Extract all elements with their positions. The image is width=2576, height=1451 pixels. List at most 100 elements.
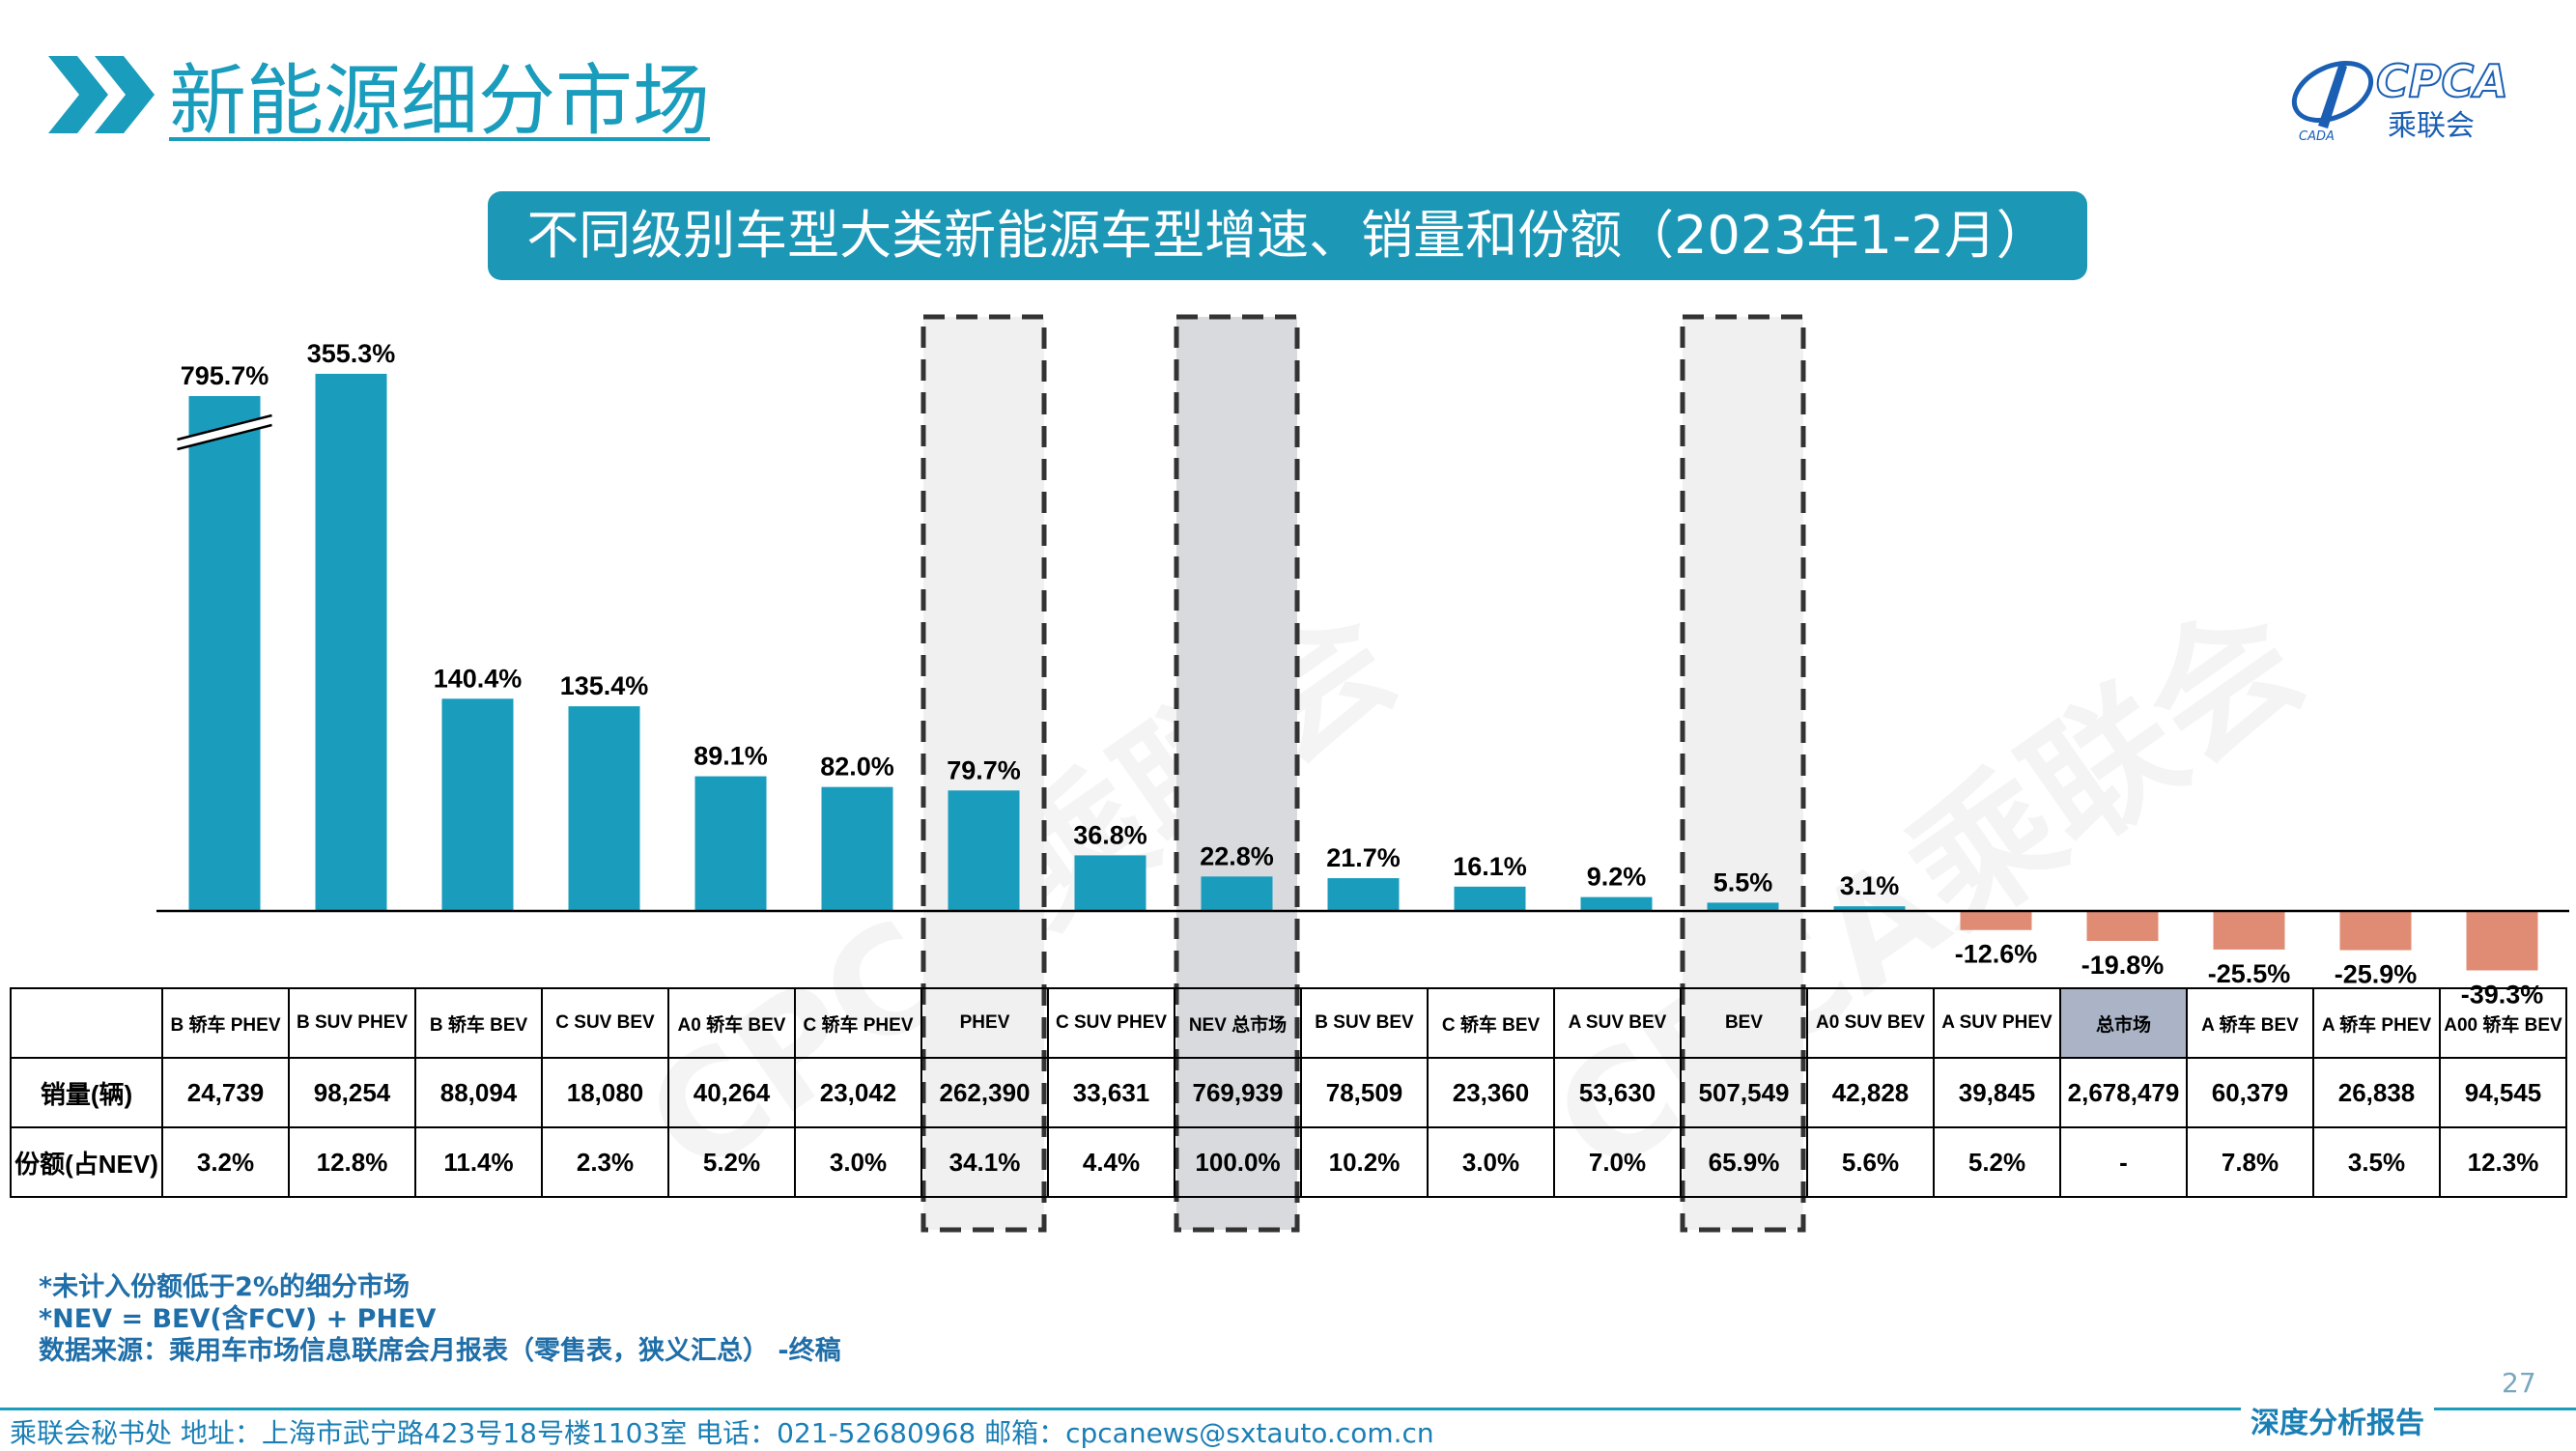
bar [568, 706, 640, 911]
table-cell: 5.2% [1933, 1126, 2061, 1198]
table-cell: 2,678,479 [2059, 1057, 2188, 1128]
table-cell: 5.6% [1806, 1126, 1935, 1198]
bar [1454, 886, 1526, 911]
bar [2213, 911, 2285, 950]
bar [1327, 878, 1400, 911]
chart-title-banner: 不同级别车型大类新能源车型增速、销量和份额（2023年1-2月） [488, 191, 2087, 280]
footer-divider [0, 1408, 2576, 1410]
table-cell: 23,360 [1427, 1057, 1555, 1128]
category-label: BEV [1680, 987, 1808, 1059]
table-cell: 507,549 [1680, 1057, 1808, 1128]
table-cell: 33,631 [1047, 1057, 1175, 1128]
table-cell: 40,264 [667, 1057, 796, 1128]
data-label: 355.3% [307, 339, 396, 368]
table-cell: 12.8% [288, 1126, 416, 1198]
bar [315, 373, 387, 911]
data-label: 795.7% [181, 361, 269, 390]
table-cell: 100.0% [1174, 1126, 1302, 1198]
category-label: C 轿车 BEV [1427, 987, 1555, 1059]
bar [1707, 902, 1779, 911]
category-label: A0 SUV BEV [1806, 987, 1935, 1059]
table-cell: 262,390 [920, 1057, 1049, 1128]
cpca-logo: CADA CPCA 乘联会 [2279, 53, 2531, 145]
data-label: 21.7% [1326, 843, 1401, 872]
table-cell: 5.2% [667, 1126, 796, 1198]
note-share-threshold: *未计入份额低于2%的细分市场 [39, 1272, 410, 1302]
table-cell: 4.4% [1047, 1126, 1175, 1198]
bar [1580, 896, 1653, 911]
bar [441, 698, 514, 911]
table-cell: 769,939 [1174, 1057, 1302, 1128]
table-cell: 98,254 [288, 1057, 416, 1128]
page-number: 27 [2502, 1367, 2536, 1399]
note-nev-definition: *NEV = BEV(含FCV) + PHEV [39, 1304, 437, 1334]
row-label: 份额(占NEV) [10, 1126, 163, 1198]
table-corner-cell [10, 987, 163, 1059]
category-label: C 轿车 PHEV [794, 987, 922, 1059]
category-label: B 轿车 PHEV [161, 987, 290, 1059]
sales-share-table: B 轿车 PHEV B SUV PHEV B 轿车 BEV C SUV BEV A0 轿… [10, 987, 2567, 1198]
table-row: 份额(占NEV) 3.2% 12.8% 11.4% 2.3% 5.2% 3.0% 34.1% 4… [10, 1126, 2567, 1198]
category-label: A SUV PHEV [1933, 987, 2061, 1059]
category-label: 总市场 [2059, 987, 2188, 1059]
data-label: -19.8% [2081, 951, 2165, 980]
table-row: B 轿车 PHEV B SUV PHEV B 轿车 BEV C SUV BEV A0 轿… [10, 987, 2567, 1059]
table-cell: 88,094 [414, 1057, 543, 1128]
table-cell: 7.8% [2186, 1126, 2314, 1198]
data-label: 140.4% [434, 664, 523, 693]
table-cell: 60,379 [2186, 1057, 2314, 1128]
category-label: B 轿车 BEV [414, 987, 543, 1059]
data-label: -25.5% [2208, 959, 2291, 988]
axis-break-line [177, 423, 272, 451]
table-row: 销量(辆) 24,739 98,254 88,094 18,080 40,264 23,04… [10, 1057, 2567, 1128]
bar [1074, 855, 1146, 911]
table-cell: 23,042 [794, 1057, 922, 1128]
bar [2086, 911, 2159, 941]
axis-break-line [177, 413, 272, 441]
svg-text:CPCA: CPCA [2376, 55, 2508, 107]
data-label: 79.7% [947, 755, 1021, 784]
data-label: 89.1% [694, 742, 768, 771]
data-label: 22.8% [1200, 841, 1274, 870]
row-label: 销量(辆) [10, 1057, 163, 1128]
category-label: PHEV [920, 987, 1049, 1059]
svg-text:乘联会: 乘联会 [2388, 109, 2475, 143]
category-label: A0 轿车 BEV [667, 987, 796, 1059]
table-cell: 3.2% [161, 1126, 290, 1198]
category-label: B SUV BEV [1300, 987, 1429, 1059]
bar [1833, 906, 1906, 911]
table-cell: 42,828 [1806, 1057, 1935, 1128]
bar [2466, 911, 2538, 971]
bar [2339, 911, 2412, 951]
data-label: 135.4% [560, 671, 649, 700]
category-label: A SUV BEV [1553, 987, 1682, 1059]
note-data-source: 数据来源：乘用车市场信息联席会月报表（零售表，狭义汇总） -终稿 [39, 1336, 841, 1366]
data-label: 9.2% [1587, 863, 1647, 892]
bar [1201, 876, 1273, 911]
svg-text:CADA: CADA [2299, 129, 2335, 144]
table-cell: 3.0% [1427, 1126, 1555, 1198]
bar [694, 776, 767, 911]
report-tag: 深度分析报告 [2241, 1399, 2434, 1441]
table-cell: 24,739 [161, 1057, 290, 1128]
table-cell: 11.4% [414, 1126, 543, 1198]
category-label: B SUV PHEV [288, 987, 416, 1059]
table-cell: 94,545 [2439, 1057, 2567, 1128]
table-cell: 34.1% [920, 1126, 1049, 1198]
table-cell: 26,838 [2312, 1057, 2441, 1128]
bar [948, 790, 1020, 911]
table-cell: 65.9% [1680, 1126, 1808, 1198]
table-cell: 3.0% [794, 1126, 922, 1198]
table-cell: 53,630 [1553, 1057, 1682, 1128]
table-cell: - [2059, 1126, 2188, 1198]
table-cell: 2.3% [541, 1126, 669, 1198]
table-cell: 78,509 [1300, 1057, 1429, 1128]
bar [821, 786, 893, 911]
bar [188, 396, 261, 911]
data-label: -25.9% [2335, 960, 2418, 989]
category-label: C SUV PHEV [1047, 987, 1175, 1059]
footer-contact: 乘联会秘书处 地址：上海市武宁路423号18号楼1103室 电话：021-526… [10, 1417, 1434, 1449]
category-label: A00 轿车 BEV [2439, 987, 2567, 1059]
table-cell: 12.3% [2439, 1126, 2567, 1198]
table-cell: 18,080 [541, 1057, 669, 1128]
